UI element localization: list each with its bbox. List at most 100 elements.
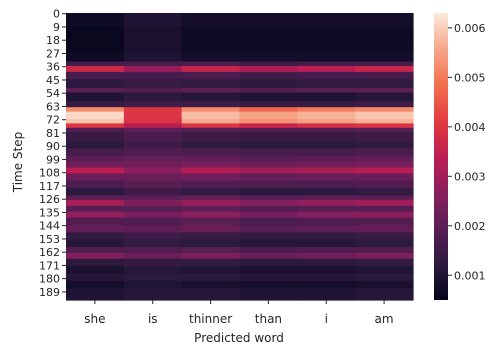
colorbar-tick-label: 0.006 <box>454 22 486 35</box>
colorbar-tick-label: 0.001 <box>454 269 486 282</box>
heatmap-cell <box>297 13 356 27</box>
heatmap-cell <box>355 148 414 157</box>
heatmap-cell <box>66 118 125 124</box>
colorbar <box>434 13 448 300</box>
heatmap-cell <box>123 65 183 73</box>
heatmap-cell <box>297 88 356 94</box>
heatmap-cell <box>181 205 241 213</box>
heatmap-cell <box>239 199 298 207</box>
heatmap-cell <box>355 111 414 120</box>
heatmap-cell <box>181 224 241 233</box>
heatmap-cell <box>123 173 183 182</box>
heatmap-cell <box>123 127 183 133</box>
heatmap-cell <box>181 26 241 41</box>
x-axis-ticks: she is thinner than i am <box>84 300 394 326</box>
heatmap-cell <box>66 107 125 113</box>
heatmap-cell <box>181 111 241 120</box>
heatmap-cell <box>123 123 183 129</box>
y-tick-label: 36 <box>46 61 60 74</box>
heatmap-cell <box>297 61 356 67</box>
x-tick-label: than <box>255 312 282 326</box>
heatmap-cell <box>66 71 125 80</box>
heatmap-cell <box>297 79 356 89</box>
heatmap-cell <box>66 132 125 142</box>
heatmap-cell <box>355 13 414 27</box>
heatmap-cell <box>181 155 241 163</box>
heatmap-cell <box>123 266 183 275</box>
heatmap-cell <box>297 252 356 260</box>
heatmap-cell <box>239 232 298 241</box>
y-tick-label: 189 <box>39 286 60 299</box>
heatmap-cell <box>297 107 356 113</box>
heatmap-cell <box>297 111 356 120</box>
heatmap-cell <box>66 280 125 289</box>
heatmap-cell <box>355 252 414 260</box>
heatmap-cell <box>66 161 125 169</box>
heatmap-cell <box>181 107 241 113</box>
heatmap-cell <box>239 211 298 219</box>
heatmap-cell <box>181 280 241 289</box>
heatmap-cell <box>297 211 356 219</box>
heatmap-cell <box>239 92 298 102</box>
heatmap-cell <box>297 65 356 73</box>
y-tick-label: 72 <box>46 114 60 127</box>
heatmap-cell <box>123 26 183 41</box>
heatmap-cell <box>123 180 183 189</box>
heatmap-cell <box>297 161 356 169</box>
heatmap-cell <box>181 92 241 102</box>
heatmap-cell <box>123 118 183 124</box>
heatmap-cell <box>239 26 298 41</box>
heatmap-cell <box>239 266 298 275</box>
heatmap-cell <box>66 141 125 150</box>
heatmap-cell <box>239 39 298 54</box>
heatmap-cell <box>355 258 414 267</box>
heatmap-cell <box>66 148 125 157</box>
heatmap-cell <box>123 205 183 213</box>
y-tick-label: 90 <box>46 140 60 153</box>
heatmap-cell <box>239 258 298 267</box>
heatmap-cell <box>123 39 183 54</box>
heatmap-cell <box>66 173 125 182</box>
heatmap-cell <box>66 79 125 89</box>
heatmap-cell <box>123 232 183 241</box>
y-tick-label: 63 <box>46 100 60 113</box>
heatmap-cell <box>181 252 241 260</box>
heatmap-cell <box>181 273 241 282</box>
y-tick-label: 153 <box>39 233 60 246</box>
heatmap-cell <box>297 127 356 133</box>
heatmap-cell <box>297 239 356 248</box>
heatmap-cell <box>355 39 414 54</box>
heatmap-cell <box>297 132 356 142</box>
heatmap-cell <box>66 217 125 226</box>
heatmap-cell <box>297 39 356 54</box>
heatmap-cell <box>297 199 356 207</box>
heatmap-cell <box>355 195 414 201</box>
heatmap-cell <box>355 71 414 80</box>
heatmap-cell <box>355 280 414 289</box>
heatmap-cell <box>239 161 298 169</box>
heatmap-cell <box>123 239 183 248</box>
heatmap-cell <box>181 199 241 207</box>
y-tick-label: 180 <box>39 273 60 286</box>
heatmap-cell <box>66 288 125 301</box>
y-tick-label: 144 <box>39 220 60 233</box>
heatmap-cell <box>239 273 298 282</box>
heatmap-cell <box>239 247 298 254</box>
heatmap-cell <box>66 199 125 207</box>
heatmap-cell <box>355 88 414 94</box>
heatmap-cell <box>66 155 125 163</box>
heatmap-cell <box>66 52 125 63</box>
heatmap-cell <box>297 155 356 163</box>
y-tick-label: 135 <box>39 206 60 219</box>
heatmap-cell <box>239 173 298 182</box>
heatmap-cells <box>66 13 414 301</box>
heatmap-cell <box>355 52 414 63</box>
heatmap-cell <box>181 132 241 142</box>
heatmap-cell <box>297 167 356 175</box>
heatmap-cell <box>66 205 125 213</box>
y-tick-label: 117 <box>39 180 60 193</box>
heatmap-cell <box>123 211 183 219</box>
heatmap-cell <box>355 92 414 102</box>
heatmap-cell <box>355 155 414 163</box>
heatmap-cell <box>355 180 414 189</box>
